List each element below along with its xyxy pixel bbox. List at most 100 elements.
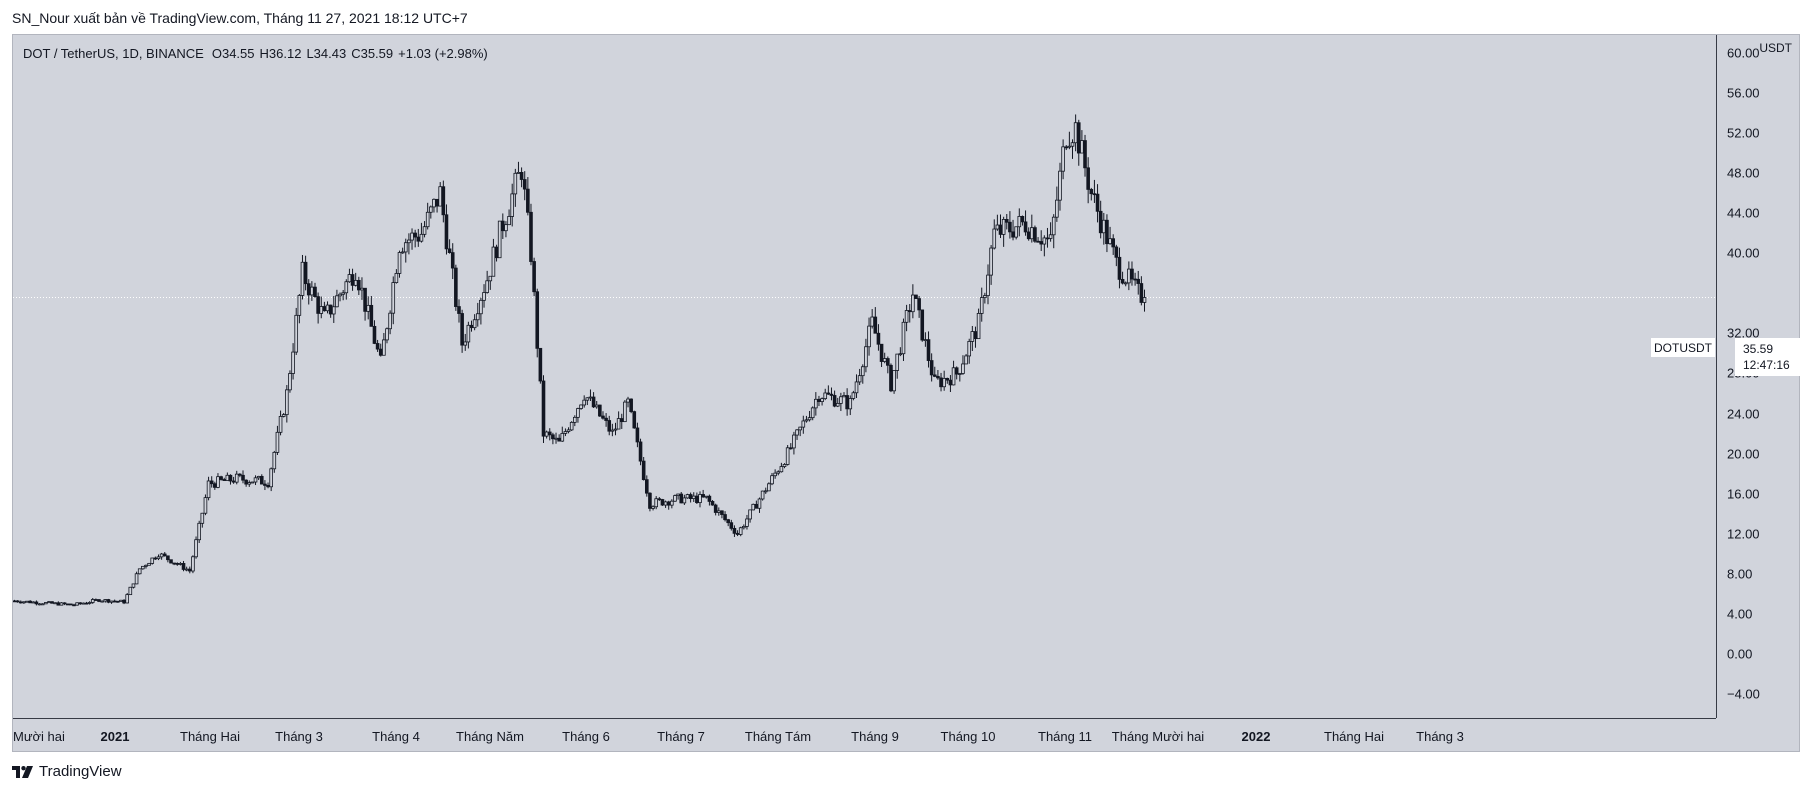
price-tick: 52.00 [1727,125,1760,141]
candle [62,602,67,606]
candle [738,526,743,537]
candle [826,385,831,395]
candle [857,368,862,386]
candle [541,375,546,443]
candle [945,377,950,384]
candle [889,363,893,393]
candle [663,500,668,508]
candle [213,481,217,490]
candle [331,295,336,323]
time-axis[interactable]: Mười hai 2021 Tháng Hai Tháng 3 Tháng 4 Tháng… [13,718,1716,752]
candle [795,429,799,440]
candle [285,385,289,423]
candle [760,490,765,501]
candle [529,203,533,266]
candle [347,268,352,283]
candle [238,473,242,478]
candle [228,474,233,485]
candle [723,511,727,522]
chart-frame[interactable]: DOT / TetherUS, 1D, BINANCE O34.55 H36.12 L… [12,34,1804,752]
price-tick: 0.00 [1727,646,1753,662]
candle [685,493,690,499]
candle [281,412,286,418]
candle [278,410,283,436]
candle [814,392,818,416]
candle [839,392,843,412]
candle [979,287,984,322]
plot-area[interactable]: DOT / TetherUS, 1D, BINANCE O34.55 H36.12 L… [13,35,1716,718]
candle [178,561,183,566]
candle [657,497,662,501]
candle [197,520,201,544]
candle [137,568,142,575]
candle [472,314,477,331]
candle [1117,247,1122,289]
candle [867,317,871,356]
price-tick: 32.00 [1727,325,1760,341]
time-tick: Tháng 11 [1038,729,1092,744]
candle [563,428,568,437]
candle [851,390,856,401]
candle [100,600,104,603]
candle [967,338,972,364]
price-tick: 8.00 [1727,566,1753,582]
candle [964,353,968,365]
candle [422,221,427,238]
candle [948,375,953,393]
candle [770,472,774,486]
candle [194,536,198,559]
candle [266,482,270,489]
candle [191,555,195,574]
candle [864,338,868,373]
time-tick: 2021 [100,729,130,744]
candle [1030,214,1034,243]
candle [491,238,496,277]
candle [72,603,76,607]
candle [929,353,934,382]
candlestick-chart[interactable] [13,35,1716,718]
candle [585,397,590,406]
candle [544,430,549,439]
candle [1142,289,1147,312]
candle [582,395,586,408]
candle [691,492,696,502]
candle [288,370,292,393]
candle [701,489,705,498]
candle [419,222,424,243]
candle [1127,261,1131,291]
price-tick: 20.00 [1727,446,1760,462]
candle [695,492,699,504]
candle [904,304,909,332]
time-tick: Tháng 4 [372,729,420,744]
candle [519,167,524,188]
candle [413,229,417,248]
candle [441,180,446,223]
candle [1139,276,1144,306]
candle [397,250,402,278]
candle [322,301,327,312]
candle [914,294,918,299]
candle [682,494,687,505]
candle [610,423,615,437]
candle [679,492,684,504]
price-tick: 56.00 [1727,85,1760,101]
candle [22,601,26,604]
candle [1045,227,1050,248]
candle [882,352,887,364]
candle [798,426,802,437]
candle [391,276,396,325]
candle [785,445,790,466]
candle [594,401,599,409]
candle [1114,244,1119,267]
ohlc-legend: DOT / TetherUS, 1D, BINANCE O34.55 H36.12 L… [23,46,493,61]
candle [400,247,405,254]
candle [860,364,865,384]
price-axis[interactable]: USDT 60.00 56.00 52.00 48.00 44.00 40.00 32.00… [1716,35,1800,718]
candle [153,556,158,560]
candle [576,407,580,423]
tradingview-logo[interactable]: TradingView [12,763,122,780]
candle [69,603,73,606]
candle [407,233,411,255]
candle [394,269,399,284]
candle [84,601,89,605]
